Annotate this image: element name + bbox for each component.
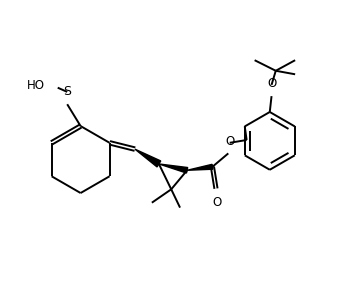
Polygon shape [187,164,213,170]
Text: HO: HO [27,79,45,92]
Polygon shape [159,164,188,173]
Text: S: S [63,85,71,98]
Text: O: O [212,196,221,209]
Text: O: O [225,135,234,148]
Text: O: O [268,77,277,90]
Polygon shape [135,149,161,167]
